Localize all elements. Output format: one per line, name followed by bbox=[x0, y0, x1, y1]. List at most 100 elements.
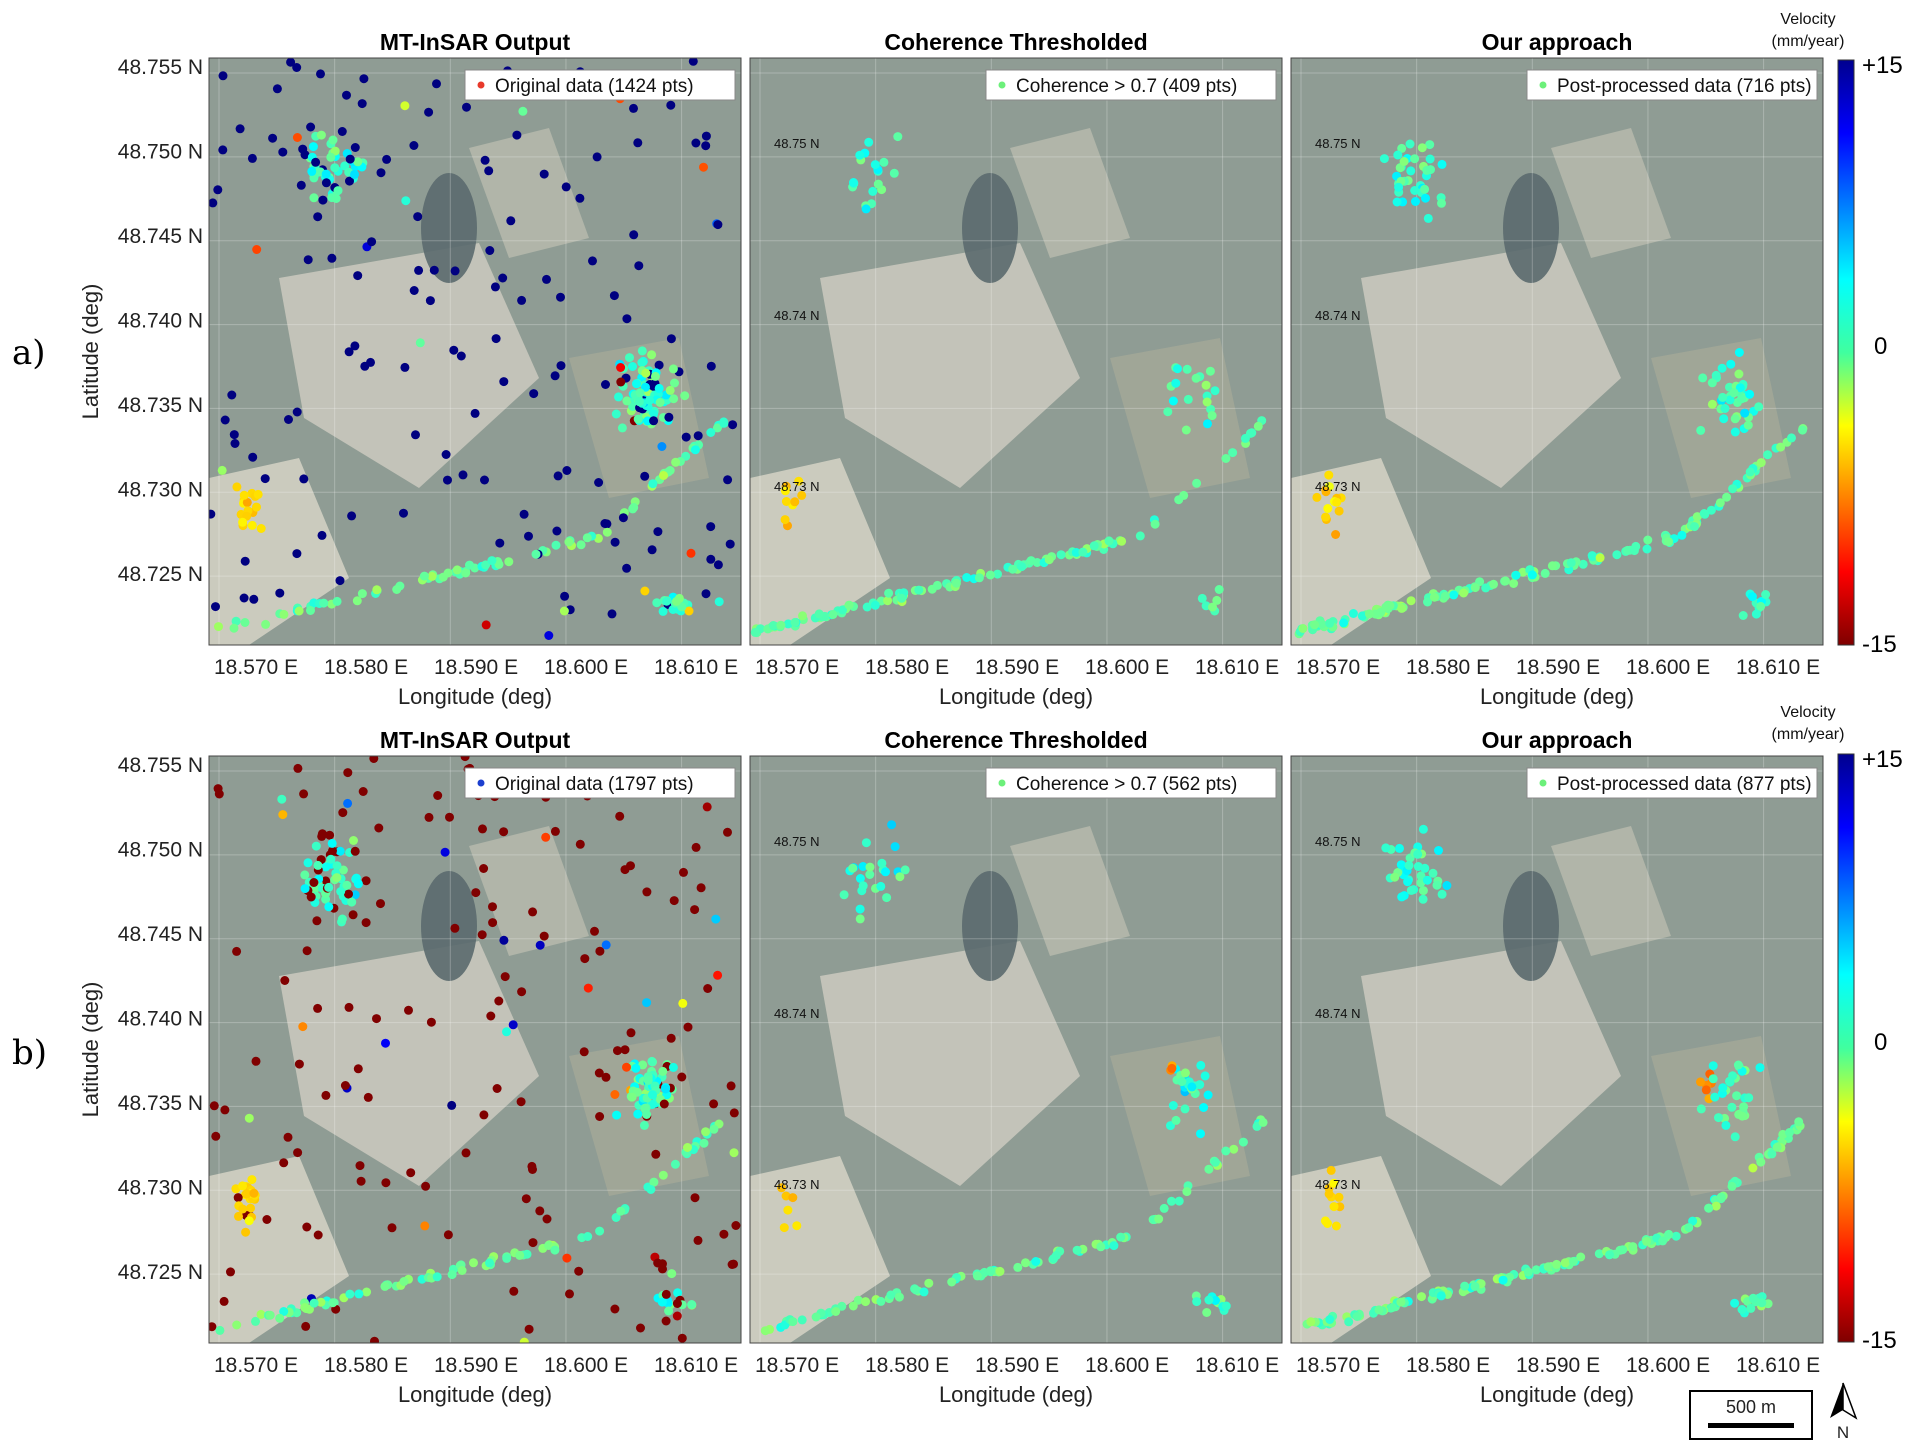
data-point bbox=[1711, 370, 1721, 380]
data-point bbox=[1743, 420, 1753, 430]
x-tick-label: 18.570 E bbox=[214, 656, 298, 679]
data-point bbox=[648, 479, 658, 489]
data-point bbox=[889, 168, 899, 178]
data-point bbox=[657, 442, 667, 451]
data-point bbox=[292, 63, 302, 72]
data-point bbox=[678, 998, 688, 1008]
data-point bbox=[1429, 592, 1439, 602]
panel-frame bbox=[1290, 57, 1824, 646]
data-point bbox=[600, 519, 610, 528]
data-point bbox=[610, 537, 620, 547]
data-point bbox=[415, 338, 425, 348]
panel-frame bbox=[208, 57, 742, 646]
data-point bbox=[1331, 1221, 1341, 1231]
data-point bbox=[306, 606, 315, 615]
data-point bbox=[441, 450, 451, 459]
colorbar-min: -15 bbox=[1862, 1327, 1897, 1354]
data-point bbox=[253, 489, 263, 499]
panel-a-1: Original data (1424 pts) bbox=[208, 57, 742, 646]
data-point bbox=[1423, 597, 1432, 607]
x-axis-label: Longitude (deg) bbox=[1480, 1382, 1634, 1407]
legend-label: Original data (1424 pts) bbox=[495, 76, 694, 97]
data-point bbox=[1325, 618, 1335, 628]
data-point bbox=[1221, 454, 1231, 463]
data-point bbox=[633, 414, 643, 424]
data-point bbox=[352, 596, 362, 606]
data-point bbox=[369, 756, 379, 763]
data-point bbox=[1183, 394, 1193, 404]
data-point bbox=[280, 976, 290, 985]
data-point bbox=[1684, 1223, 1694, 1233]
data-point bbox=[302, 946, 312, 956]
data-point bbox=[244, 1113, 254, 1123]
data-point bbox=[628, 362, 637, 371]
data-point bbox=[868, 186, 878, 196]
data-point bbox=[911, 1285, 921, 1295]
data-point bbox=[661, 1084, 671, 1094]
map-field bbox=[1551, 826, 1671, 956]
data-point bbox=[629, 230, 639, 240]
data-point bbox=[683, 1022, 693, 1032]
data-point bbox=[1418, 824, 1428, 834]
data-point bbox=[209, 1101, 219, 1111]
data-point bbox=[239, 593, 249, 603]
data-point bbox=[651, 1149, 661, 1159]
y-axis-label: Latitude (deg) bbox=[78, 284, 103, 420]
data-point bbox=[1238, 1137, 1248, 1147]
data-point bbox=[1399, 157, 1409, 166]
data-point bbox=[1203, 1090, 1213, 1100]
data-point bbox=[1397, 892, 1407, 902]
data-point bbox=[828, 610, 838, 619]
data-point bbox=[233, 1193, 243, 1203]
panel-title: Coherence Thresholded bbox=[884, 29, 1147, 55]
data-point bbox=[1192, 1297, 1202, 1307]
data-point bbox=[1756, 601, 1766, 611]
data-point bbox=[265, 1310, 275, 1320]
data-point bbox=[234, 1211, 243, 1221]
data-point bbox=[279, 609, 289, 619]
data-point bbox=[588, 256, 597, 266]
data-point bbox=[521, 1194, 531, 1204]
data-point bbox=[316, 1297, 326, 1307]
data-point bbox=[637, 358, 647, 368]
data-point bbox=[654, 360, 664, 370]
data-point bbox=[649, 1177, 659, 1187]
data-point bbox=[360, 361, 370, 371]
data-point bbox=[344, 347, 354, 357]
data-point bbox=[238, 1181, 247, 1191]
data-point bbox=[893, 132, 903, 142]
data-point bbox=[1732, 1091, 1742, 1101]
data-point bbox=[1413, 849, 1423, 859]
data-point bbox=[509, 1286, 519, 1296]
data-point bbox=[706, 361, 716, 371]
data-point bbox=[777, 1183, 786, 1193]
data-point bbox=[327, 253, 337, 263]
data-point bbox=[601, 940, 611, 950]
data-point bbox=[1728, 484, 1738, 494]
data-point bbox=[1352, 1312, 1362, 1321]
data-point bbox=[622, 1062, 631, 1072]
data-point bbox=[626, 1028, 636, 1038]
data-point bbox=[1718, 392, 1728, 402]
data-point bbox=[1737, 1305, 1747, 1314]
data-point bbox=[1159, 1203, 1169, 1213]
data-point bbox=[367, 237, 377, 247]
data-point bbox=[343, 768, 353, 778]
data-point bbox=[701, 131, 711, 141]
data-point bbox=[399, 1277, 409, 1286]
data-point bbox=[345, 154, 355, 164]
data-point bbox=[779, 1223, 789, 1233]
x-tick-label: 18.570 E bbox=[1296, 1354, 1380, 1377]
data-point bbox=[1785, 1128, 1794, 1137]
data-point bbox=[642, 1110, 652, 1119]
data-point bbox=[649, 409, 658, 419]
data-point bbox=[309, 878, 319, 887]
data-point bbox=[1501, 576, 1510, 586]
data-point bbox=[337, 127, 347, 136]
data-point bbox=[401, 196, 411, 206]
data-point bbox=[518, 106, 528, 116]
data-point bbox=[447, 1100, 457, 1110]
data-point bbox=[870, 600, 880, 610]
data-point bbox=[244, 1216, 254, 1226]
data-point bbox=[302, 1222, 312, 1232]
